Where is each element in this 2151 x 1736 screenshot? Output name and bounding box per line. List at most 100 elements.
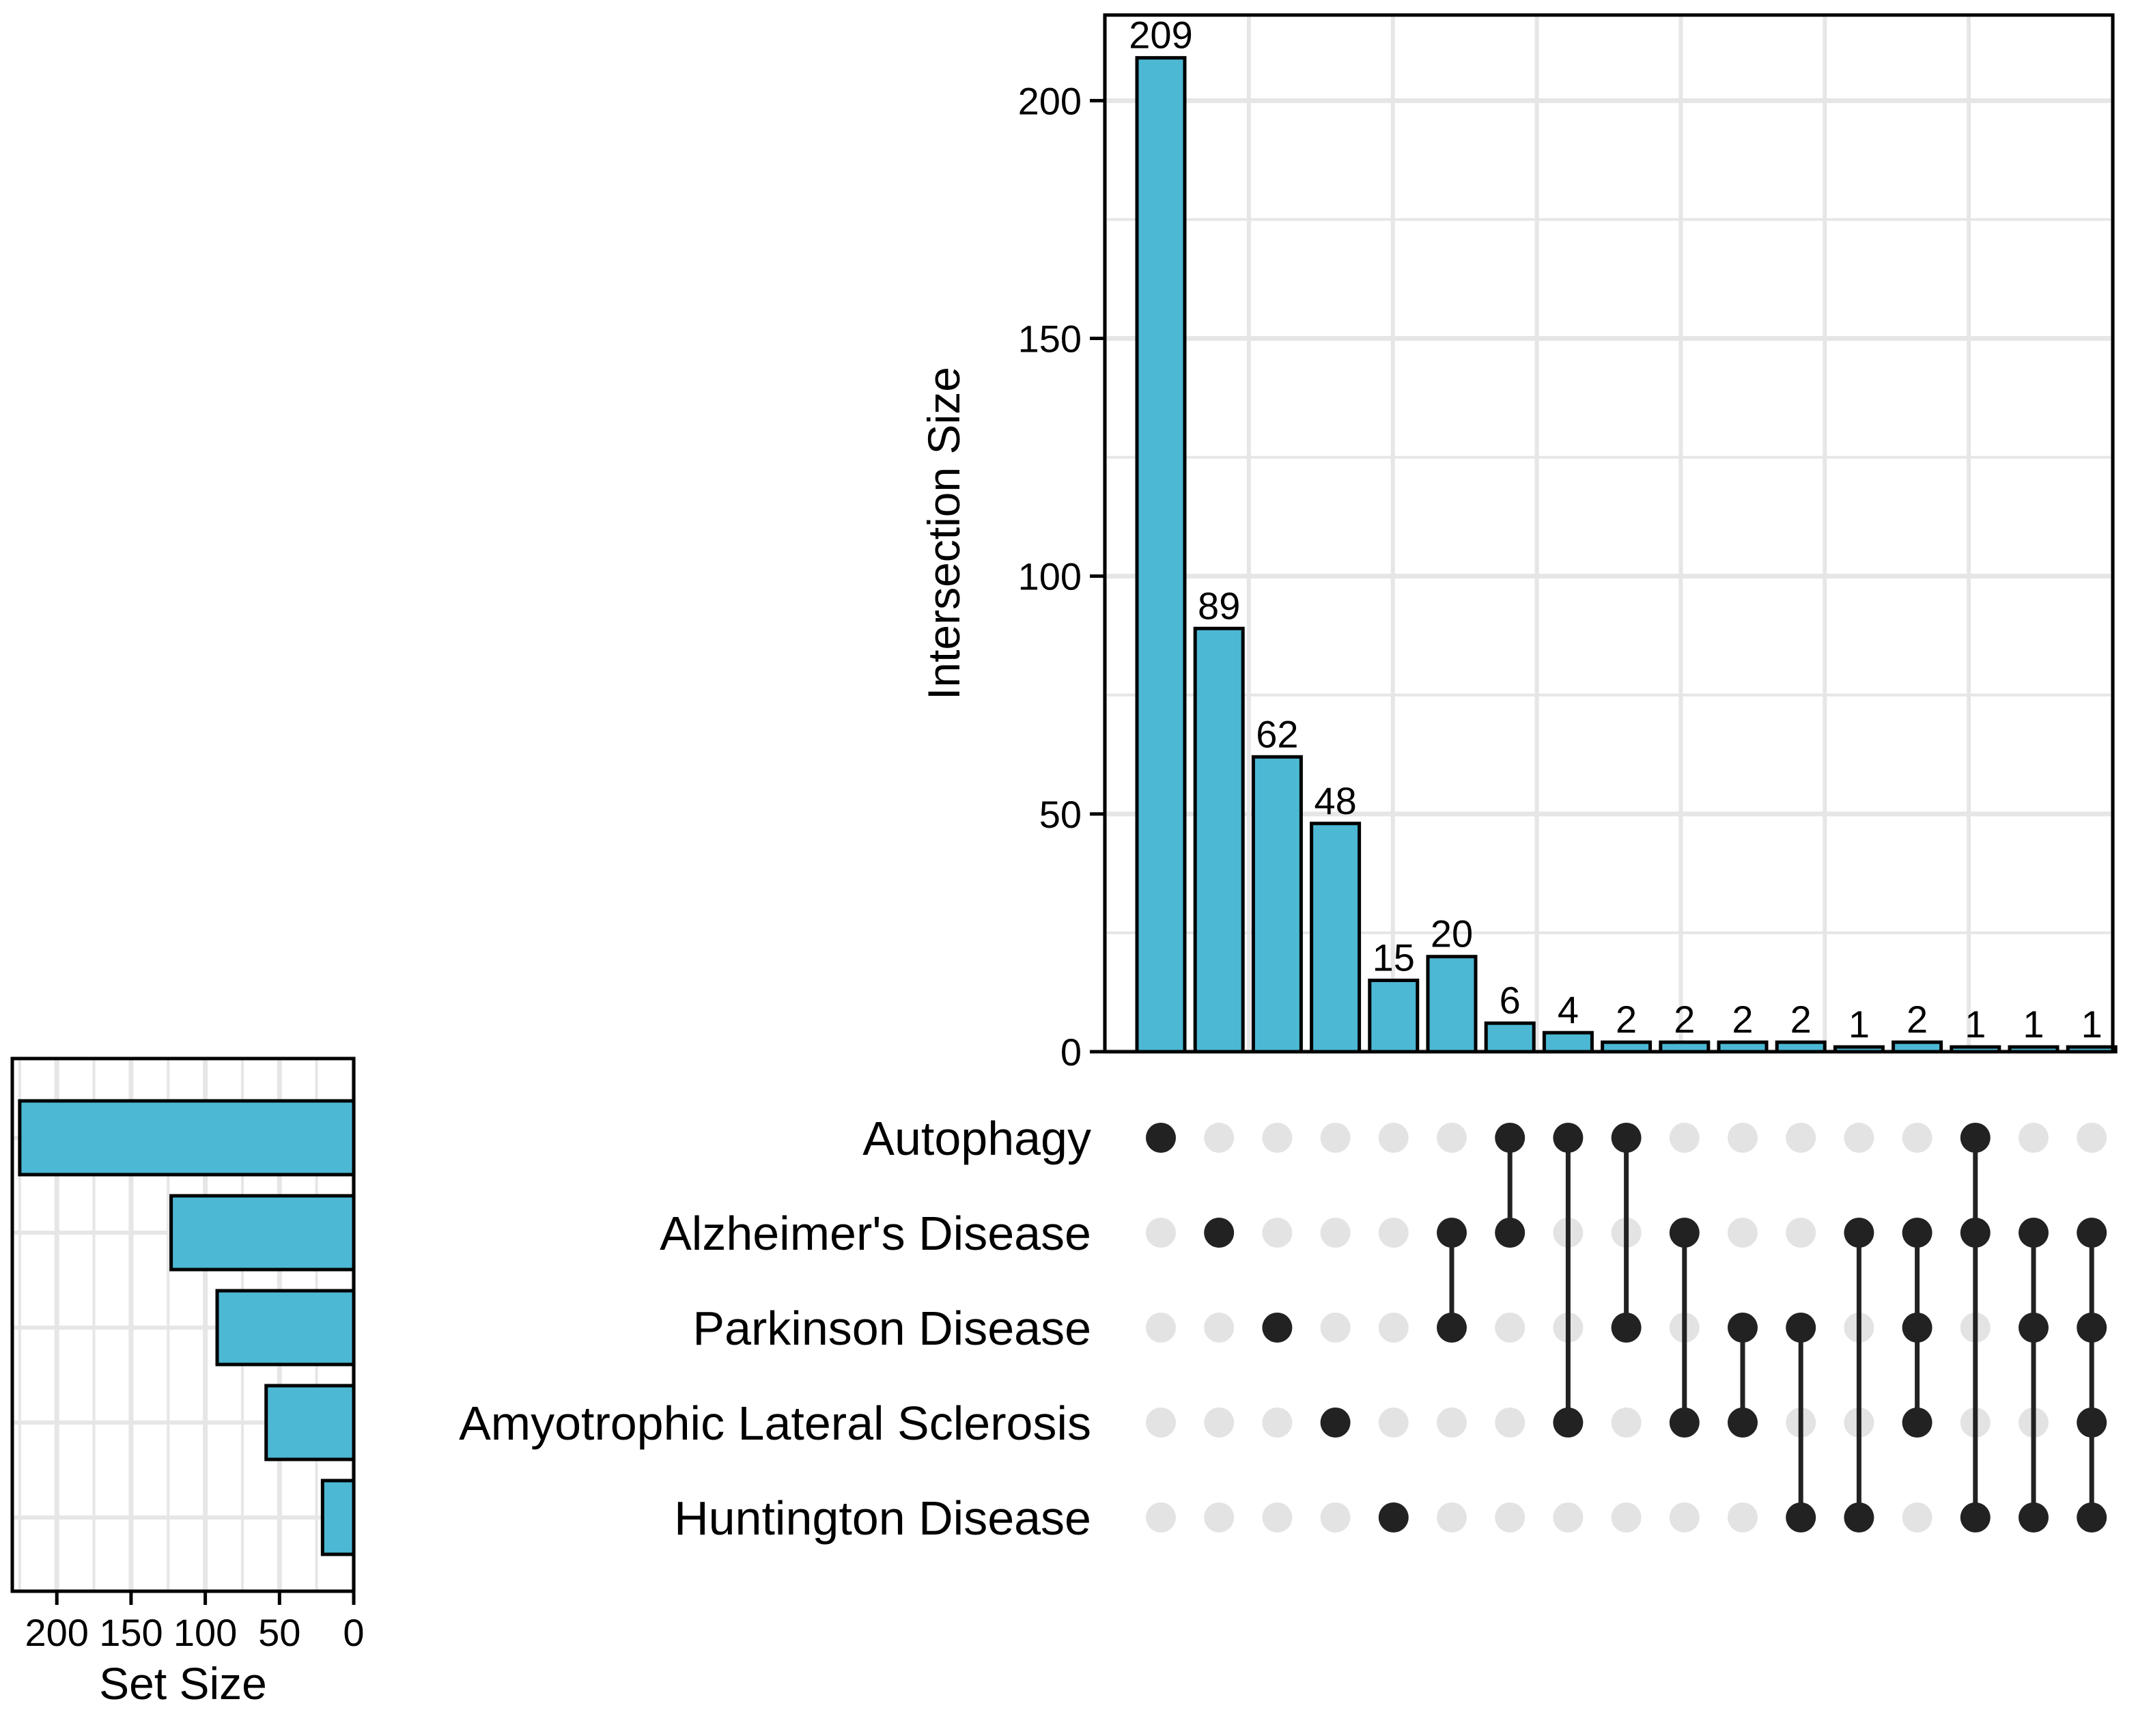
matrix-dot-inactive bbox=[1611, 1502, 1642, 1532]
matrix-dot-active bbox=[1611, 1123, 1642, 1153]
matrix-dot-active bbox=[1902, 1408, 1932, 1438]
matrix-dot-active bbox=[1553, 1123, 1584, 1153]
matrix-dot-inactive bbox=[1320, 1502, 1351, 1532]
matrix-dot-inactive bbox=[1378, 1218, 1409, 1248]
matrix-dot-active bbox=[1902, 1218, 1932, 1248]
matrix-dot-active bbox=[1960, 1123, 1991, 1153]
set-size-x-ticks: 200 150 100 50 0 bbox=[25, 1591, 365, 1654]
matrix-dot-inactive bbox=[1378, 1123, 1409, 1153]
matrix-dot-active bbox=[1669, 1408, 1700, 1438]
matrix-dot-active bbox=[1960, 1502, 1991, 1532]
matrix-dot-inactive bbox=[1320, 1313, 1351, 1343]
intersection-y-ticks: 0 50 100 150 200 bbox=[1018, 79, 1105, 1074]
matrix-dot-active bbox=[1204, 1218, 1235, 1248]
matrix-dot-active bbox=[2019, 1313, 2049, 1343]
intersection-bar bbox=[1251, 755, 1303, 1054]
matrix-dot-active bbox=[1611, 1313, 1642, 1343]
matrix-dot-inactive bbox=[1262, 1218, 1293, 1248]
matrix-dot-active bbox=[1553, 1408, 1584, 1438]
matrix-dot-active bbox=[1728, 1313, 1758, 1343]
intersection-bar bbox=[1426, 955, 1478, 1054]
matrix-dot-inactive bbox=[1495, 1408, 1526, 1438]
intersection-bar-label: 2 bbox=[1732, 998, 1753, 1041]
intersection-bar bbox=[1310, 822, 1362, 1054]
intersection-bars bbox=[1135, 56, 2118, 1054]
matrix-dot-inactive bbox=[1204, 1123, 1235, 1153]
matrix-dot-active bbox=[1669, 1218, 1700, 1248]
matrix-dot-active bbox=[1378, 1502, 1409, 1532]
matrix-dot-inactive bbox=[1437, 1502, 1467, 1532]
matrix-dot-active bbox=[1786, 1502, 1816, 1532]
matrix-dot-active bbox=[2019, 1218, 2049, 1248]
set-label: Amyotrophic Lateral Sclerosis bbox=[459, 1397, 1091, 1450]
matrix-dot-active bbox=[1728, 1408, 1758, 1438]
matrix-dot-inactive bbox=[1378, 1408, 1409, 1438]
y-tick-label: 150 bbox=[1018, 318, 1082, 361]
matrix-dot-inactive bbox=[1204, 1313, 1235, 1343]
matrix-dot-inactive bbox=[2077, 1123, 2107, 1153]
set-size-bar bbox=[18, 1099, 356, 1177]
matrix-dot-active bbox=[1146, 1123, 1176, 1153]
y-tick-label: 0 bbox=[1060, 1031, 1082, 1074]
matrix-dot-active bbox=[2077, 1502, 2107, 1532]
intersection-bar bbox=[1484, 1021, 1536, 1054]
matrix-dot-inactive bbox=[1786, 1123, 1816, 1153]
intersection-bar-label: 1 bbox=[1965, 1003, 1986, 1046]
matrix-dot-inactive bbox=[1495, 1502, 1526, 1532]
matrix-dot-inactive bbox=[1786, 1218, 1816, 1248]
matrix-dot-active bbox=[1437, 1218, 1467, 1248]
set-size-tick-label: 150 bbox=[99, 1611, 163, 1654]
matrix-dot-inactive bbox=[1728, 1502, 1758, 1532]
intersection-bar-label: 2 bbox=[1790, 998, 1812, 1041]
matrix-dot-inactive bbox=[1495, 1313, 1526, 1343]
set-size-tick-label: 50 bbox=[258, 1611, 300, 1654]
matrix-dot-inactive bbox=[1902, 1502, 1932, 1532]
matrix-dot-active bbox=[2077, 1408, 2107, 1438]
y-tick-label: 200 bbox=[1018, 79, 1082, 122]
matrix-dot-active bbox=[2019, 1502, 2049, 1532]
intersection-bar-label: 89 bbox=[1198, 584, 1240, 627]
matrix-dot-active bbox=[1262, 1313, 1293, 1343]
matrix-dot-active bbox=[2077, 1218, 2107, 1248]
matrix-dot-inactive bbox=[1146, 1502, 1176, 1532]
intersection-bar-label: 15 bbox=[1373, 936, 1415, 979]
matrix-dot-active bbox=[1495, 1123, 1526, 1153]
set-label: Huntington Disease bbox=[674, 1492, 1091, 1545]
set-label: Autophagy bbox=[862, 1112, 1091, 1165]
matrix-dot-active bbox=[1844, 1218, 1874, 1248]
matrix-dot-active bbox=[1960, 1218, 1991, 1248]
set-labels: Autophagy Alzheimer's Disease Parkinson Di… bbox=[459, 1112, 1091, 1545]
matrix-dot-active bbox=[1495, 1218, 1526, 1248]
set-size-tick-label: 200 bbox=[25, 1611, 88, 1654]
matrix-dot-inactive bbox=[1378, 1313, 1409, 1343]
matrix-dot-active bbox=[1320, 1408, 1351, 1438]
set-size-panel: 200 150 100 50 0 Set Size bbox=[10, 1056, 365, 1709]
matrix-dot-inactive bbox=[1320, 1123, 1351, 1153]
intersection-bar bbox=[1542, 1031, 1594, 1054]
matrix-dot-inactive bbox=[1437, 1408, 1467, 1438]
matrix-dot-inactive bbox=[1728, 1218, 1758, 1248]
matrix-dot-inactive bbox=[1204, 1502, 1235, 1532]
set-label: Alzheimer's Disease bbox=[660, 1207, 1091, 1260]
intersection-bar bbox=[1193, 626, 1245, 1054]
set-size-axis-title: Set Size bbox=[99, 1658, 267, 1709]
intersection-bar-label: 2 bbox=[1674, 998, 1695, 1041]
intersection-bar-label: 2 bbox=[1616, 998, 1637, 1041]
set-label: Parkinson Disease bbox=[692, 1302, 1091, 1355]
y-tick-label: 50 bbox=[1039, 793, 1082, 836]
intersection-bar-label: 1 bbox=[1848, 1003, 1870, 1046]
matrix-dot-active bbox=[1437, 1313, 1467, 1343]
intersection-bar-label: 2 bbox=[1907, 998, 1928, 1041]
matrix-dot-inactive bbox=[1320, 1218, 1351, 1248]
intersection-bar-label: 209 bbox=[1129, 14, 1192, 57]
set-size-panel-frame bbox=[10, 1056, 356, 1593]
matrix-dot-inactive bbox=[1146, 1313, 1176, 1343]
intersection-bar-label: 6 bbox=[1500, 979, 1521, 1022]
matrix-dot-inactive bbox=[1553, 1502, 1584, 1532]
intersection-y-axis-title: Intersection Size bbox=[918, 367, 969, 700]
matrix-dot-active bbox=[1844, 1502, 1874, 1532]
matrix-dot-inactive bbox=[1204, 1408, 1235, 1438]
intersection-bar bbox=[1368, 979, 1420, 1054]
intersection-bar bbox=[1135, 56, 1187, 1054]
